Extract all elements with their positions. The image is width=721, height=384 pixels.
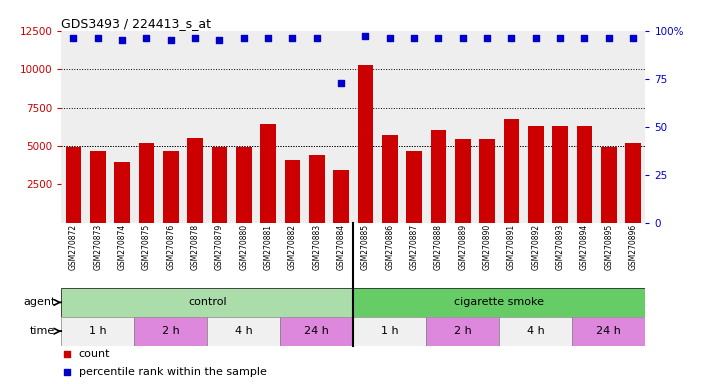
Text: control: control xyxy=(188,297,226,308)
Text: GSM270891: GSM270891 xyxy=(507,224,516,270)
Point xyxy=(165,37,177,43)
Text: GSM270879: GSM270879 xyxy=(215,224,224,270)
Text: GSM270875: GSM270875 xyxy=(142,224,151,270)
Point xyxy=(335,79,347,86)
Text: GSM270894: GSM270894 xyxy=(580,224,589,270)
Text: 1 h: 1 h xyxy=(381,326,399,336)
Bar xyxy=(479,139,495,223)
Bar xyxy=(455,139,471,223)
Text: 24 h: 24 h xyxy=(596,326,622,336)
Bar xyxy=(187,138,203,223)
Bar xyxy=(426,317,499,346)
Text: GSM270889: GSM270889 xyxy=(459,224,467,270)
Bar xyxy=(430,130,446,223)
Text: 1 h: 1 h xyxy=(89,326,107,336)
Bar xyxy=(406,151,422,223)
Bar xyxy=(333,170,349,223)
Bar xyxy=(601,147,616,223)
Bar xyxy=(625,143,641,223)
Point xyxy=(384,35,396,41)
Text: 2 h: 2 h xyxy=(454,326,472,336)
Bar xyxy=(572,317,645,346)
Point xyxy=(360,33,371,40)
Bar xyxy=(208,317,280,346)
Text: GDS3493 / 224413_s_at: GDS3493 / 224413_s_at xyxy=(61,17,211,30)
Bar xyxy=(163,151,179,223)
Bar xyxy=(499,317,572,346)
Point xyxy=(213,37,225,43)
Text: GSM270896: GSM270896 xyxy=(629,224,637,270)
Bar xyxy=(552,126,568,223)
Bar xyxy=(66,147,81,223)
Text: GSM270885: GSM270885 xyxy=(361,224,370,270)
Point xyxy=(262,35,274,41)
Point xyxy=(287,35,298,41)
Point xyxy=(190,35,201,41)
Text: GSM270883: GSM270883 xyxy=(312,224,322,270)
Text: agent: agent xyxy=(23,297,56,308)
Point xyxy=(530,35,541,41)
Text: GSM270895: GSM270895 xyxy=(604,224,614,270)
Text: GSM270884: GSM270884 xyxy=(337,224,345,270)
Text: 24 h: 24 h xyxy=(304,326,329,336)
Point xyxy=(603,35,614,41)
Point xyxy=(505,35,517,41)
Point xyxy=(433,35,444,41)
Text: 4 h: 4 h xyxy=(527,326,544,336)
Bar xyxy=(285,160,301,223)
Text: GSM270882: GSM270882 xyxy=(288,224,297,270)
Point xyxy=(141,35,152,41)
Text: GSM270872: GSM270872 xyxy=(69,224,78,270)
Point xyxy=(408,35,420,41)
Text: GSM270886: GSM270886 xyxy=(385,224,394,270)
Bar xyxy=(61,317,134,346)
Point xyxy=(68,35,79,41)
Point xyxy=(627,35,639,41)
Bar xyxy=(358,65,373,223)
Text: GSM270893: GSM270893 xyxy=(556,224,565,270)
Point xyxy=(554,35,566,41)
Point xyxy=(92,35,104,41)
Text: GSM270881: GSM270881 xyxy=(264,224,273,270)
Bar xyxy=(211,147,227,223)
Point xyxy=(311,35,322,41)
Text: cigarette smoke: cigarette smoke xyxy=(454,297,544,308)
Bar xyxy=(260,124,276,223)
Point xyxy=(482,35,493,41)
Text: GSM270876: GSM270876 xyxy=(167,224,175,270)
Bar xyxy=(309,155,324,223)
Text: count: count xyxy=(79,349,110,359)
Text: GSM270890: GSM270890 xyxy=(482,224,492,270)
Text: GSM270873: GSM270873 xyxy=(93,224,102,270)
Text: GSM270880: GSM270880 xyxy=(239,224,248,270)
Text: 4 h: 4 h xyxy=(235,326,252,336)
Point xyxy=(457,35,469,41)
Point xyxy=(238,35,249,41)
Point xyxy=(61,369,73,375)
Bar xyxy=(528,126,544,223)
Bar xyxy=(134,317,208,346)
Text: 2 h: 2 h xyxy=(162,326,180,336)
Text: percentile rank within the sample: percentile rank within the sample xyxy=(79,366,267,377)
Bar xyxy=(577,126,593,223)
Text: GSM270892: GSM270892 xyxy=(531,224,540,270)
Text: time: time xyxy=(30,326,56,336)
Bar xyxy=(114,162,130,223)
Bar xyxy=(236,147,252,223)
Bar xyxy=(353,288,645,317)
Bar xyxy=(61,288,353,317)
Bar xyxy=(138,143,154,223)
Bar xyxy=(280,317,353,346)
Point xyxy=(116,37,128,43)
Bar xyxy=(382,135,398,223)
Point xyxy=(579,35,590,41)
Text: GSM270888: GSM270888 xyxy=(434,224,443,270)
Text: GSM270878: GSM270878 xyxy=(190,224,200,270)
Text: GSM270874: GSM270874 xyxy=(118,224,127,270)
Bar xyxy=(503,119,519,223)
Bar xyxy=(353,317,426,346)
Text: GSM270887: GSM270887 xyxy=(410,224,419,270)
Bar xyxy=(90,151,106,223)
Point xyxy=(61,351,73,357)
